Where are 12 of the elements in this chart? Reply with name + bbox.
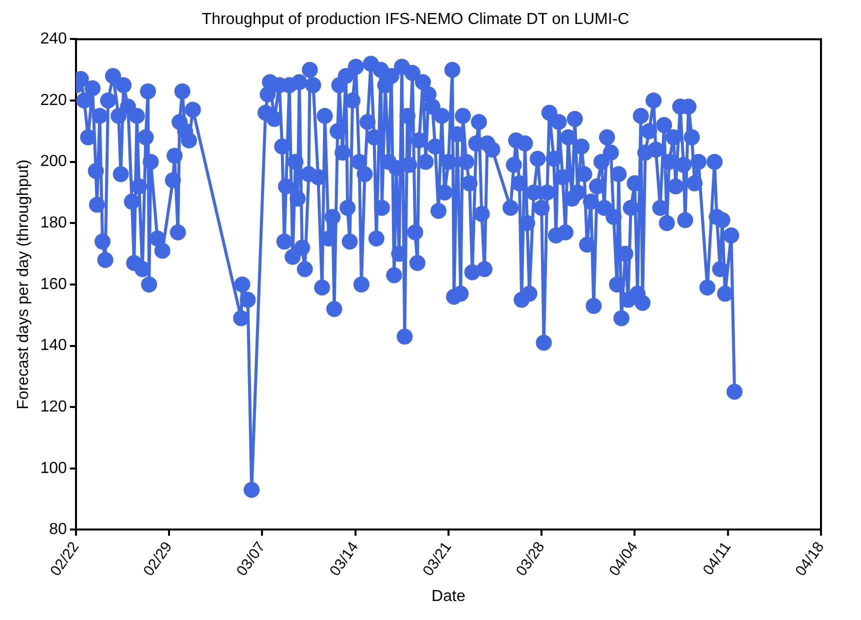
y-tick-label: 180 [40, 214, 67, 232]
y-tick-label: 220 [40, 92, 67, 109]
y-tick-label: 200 [40, 153, 67, 170]
x-axis-title: Date [432, 588, 466, 605]
y-tick-label: 240 [40, 30, 67, 48]
y-tick-label: 120 [40, 398, 67, 416]
y-tick-label: 100 [40, 460, 67, 477]
y-axis-title: Forecast days per day (throughput) [15, 160, 32, 410]
chart-title: Throughput of production IFS-NEMO Climate DT on LUMI-C [202, 11, 630, 28]
y-tick-label: 80 [49, 521, 67, 538]
y-tick-label: 160 [40, 276, 67, 293]
y-tick-label: 140 [40, 337, 67, 354]
